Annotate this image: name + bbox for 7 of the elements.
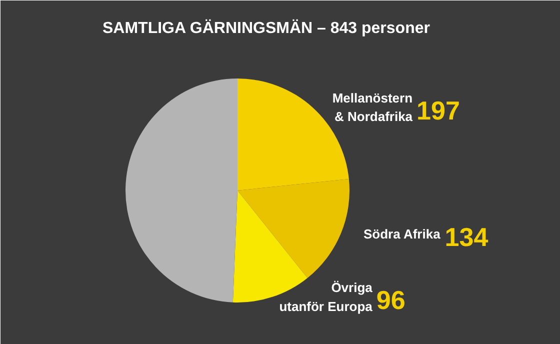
slice-label: Södra Afrika <box>363 226 442 242</box>
data-label: 197 <box>416 95 460 126</box>
data-label: 134 <box>444 222 489 252</box>
slice-label: Mellanöstern & Nordafrika <box>332 90 414 124</box>
data-label: 96 <box>376 284 406 315</box>
slice-label: Övriga utanför Europa <box>279 280 374 314</box>
chart-title: SAMTLIGA GÄRNINGSMÄN – 843 personer <box>102 19 430 37</box>
